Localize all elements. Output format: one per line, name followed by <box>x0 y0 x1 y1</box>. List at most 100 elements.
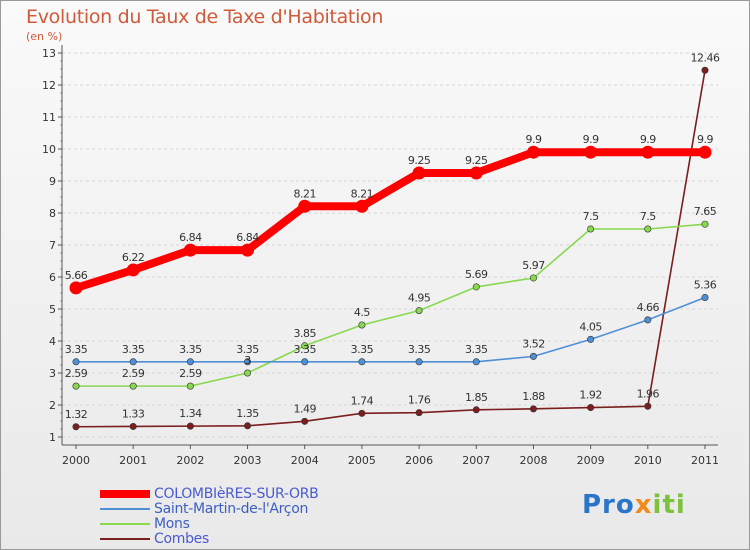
data-label: 4.5 <box>354 306 370 319</box>
data-point <box>529 405 537 413</box>
x-tick-label: 2003 <box>234 454 262 467</box>
data-point <box>644 225 652 233</box>
y-tick-label: 10 <box>42 143 56 156</box>
data-point <box>301 358 309 366</box>
data-point <box>412 166 426 180</box>
y-tick-label: 6 <box>49 271 56 284</box>
x-tick-label: 2002 <box>176 454 204 467</box>
data-label: 3.35 <box>293 343 316 356</box>
data-label: 9.25 <box>465 154 488 167</box>
data-label: 1.76 <box>408 394 431 407</box>
data-point <box>415 358 423 366</box>
data-label: 1.92 <box>579 389 602 402</box>
data-point <box>301 417 309 425</box>
data-point <box>241 243 255 257</box>
y-tick-label: 8 <box>49 207 56 220</box>
x-tick-label: 2006 <box>405 454 433 467</box>
data-point <box>472 283 480 291</box>
y-tick-label: 4 <box>49 335 56 348</box>
data-label: 9.25 <box>408 154 431 167</box>
data-point <box>415 307 423 315</box>
data-point <box>358 321 366 329</box>
data-label: 4.05 <box>579 320 602 333</box>
data-point <box>587 335 595 343</box>
y-tick-label: 7 <box>49 239 56 252</box>
logo-part-2: x <box>634 490 653 520</box>
legend-label: Saint-Martin-de-l'Arçon <box>154 501 309 517</box>
data-point <box>244 358 252 366</box>
data-point <box>129 422 137 430</box>
data-point <box>129 358 137 366</box>
data-label: 9.9 <box>583 133 599 146</box>
data-point <box>529 274 537 282</box>
data-label: 3.85 <box>293 327 316 340</box>
data-point <box>355 199 369 213</box>
data-point <box>472 358 480 366</box>
legend-swatch <box>100 508 150 510</box>
y-tick-label: 9 <box>49 175 56 188</box>
data-label: 1.34 <box>179 407 202 420</box>
x-tick-label: 2001 <box>119 454 147 467</box>
data-label: 8.21 <box>293 187 316 200</box>
data-point <box>69 281 83 295</box>
data-point <box>415 409 423 417</box>
data-point <box>644 316 652 324</box>
data-label: 4.66 <box>637 301 660 314</box>
data-point <box>641 145 655 159</box>
data-label: 5.36 <box>694 278 717 291</box>
chart-title: Evolution du Taux de Taxe d'Habitation <box>26 6 384 28</box>
series-line-0 <box>72 148 709 292</box>
data-label: 2.59 <box>122 367 145 380</box>
y-tick-label: 12 <box>42 79 56 92</box>
data-label: 12.46 <box>691 51 720 64</box>
data-point <box>301 342 309 350</box>
data-point <box>587 225 595 233</box>
data-label: 7.5 <box>583 210 599 223</box>
data-label: 7.5 <box>640 210 656 223</box>
x-tick-label: 2000 <box>62 454 90 467</box>
data-point <box>126 263 140 277</box>
y-tick-label: 13 <box>42 47 56 60</box>
proxiti-logo: Proxiti <box>582 490 686 520</box>
legend-label: Mons <box>154 516 190 532</box>
data-point <box>72 358 80 366</box>
data-label: 3.35 <box>122 343 145 356</box>
data-label: 6.84 <box>179 231 202 244</box>
data-point <box>469 166 483 180</box>
data-point <box>529 352 537 360</box>
legend-label: COLOMBIèRES-SUR-ORB <box>154 486 319 502</box>
series-line-1 <box>75 296 706 363</box>
data-point <box>244 369 252 377</box>
data-point <box>183 243 197 257</box>
data-point <box>587 404 595 412</box>
data-point <box>644 402 652 410</box>
x-tick-label: 2008 <box>519 454 547 467</box>
data-point <box>701 220 709 228</box>
data-label: 6.84 <box>236 231 259 244</box>
data-point <box>186 422 194 430</box>
data-label: 9.9 <box>525 133 541 146</box>
y-tick-label: 11 <box>42 111 56 124</box>
series-line-2 <box>75 223 706 387</box>
data-label: 1.88 <box>522 390 545 403</box>
data-point <box>526 145 540 159</box>
data-point <box>698 145 712 159</box>
data-label: 5.97 <box>522 259 545 272</box>
data-label: 6.22 <box>122 251 145 264</box>
legend-label: Combes <box>154 531 209 547</box>
data-label: 1.49 <box>293 402 316 415</box>
data-label: 3.35 <box>465 343 488 356</box>
data-point <box>358 358 366 366</box>
data-point <box>298 199 312 213</box>
y-tick-label: 2 <box>49 399 56 412</box>
data-label: 9.9 <box>697 133 713 146</box>
logo-part-1: Pro <box>582 490 635 520</box>
data-point <box>186 382 194 390</box>
data-label: 5.69 <box>465 268 488 281</box>
data-label: 2.59 <box>179 367 202 380</box>
data-label: 3.35 <box>408 343 431 356</box>
x-tick-label: 2011 <box>691 454 719 467</box>
data-label: 8.21 <box>351 187 374 200</box>
data-point <box>472 406 480 414</box>
